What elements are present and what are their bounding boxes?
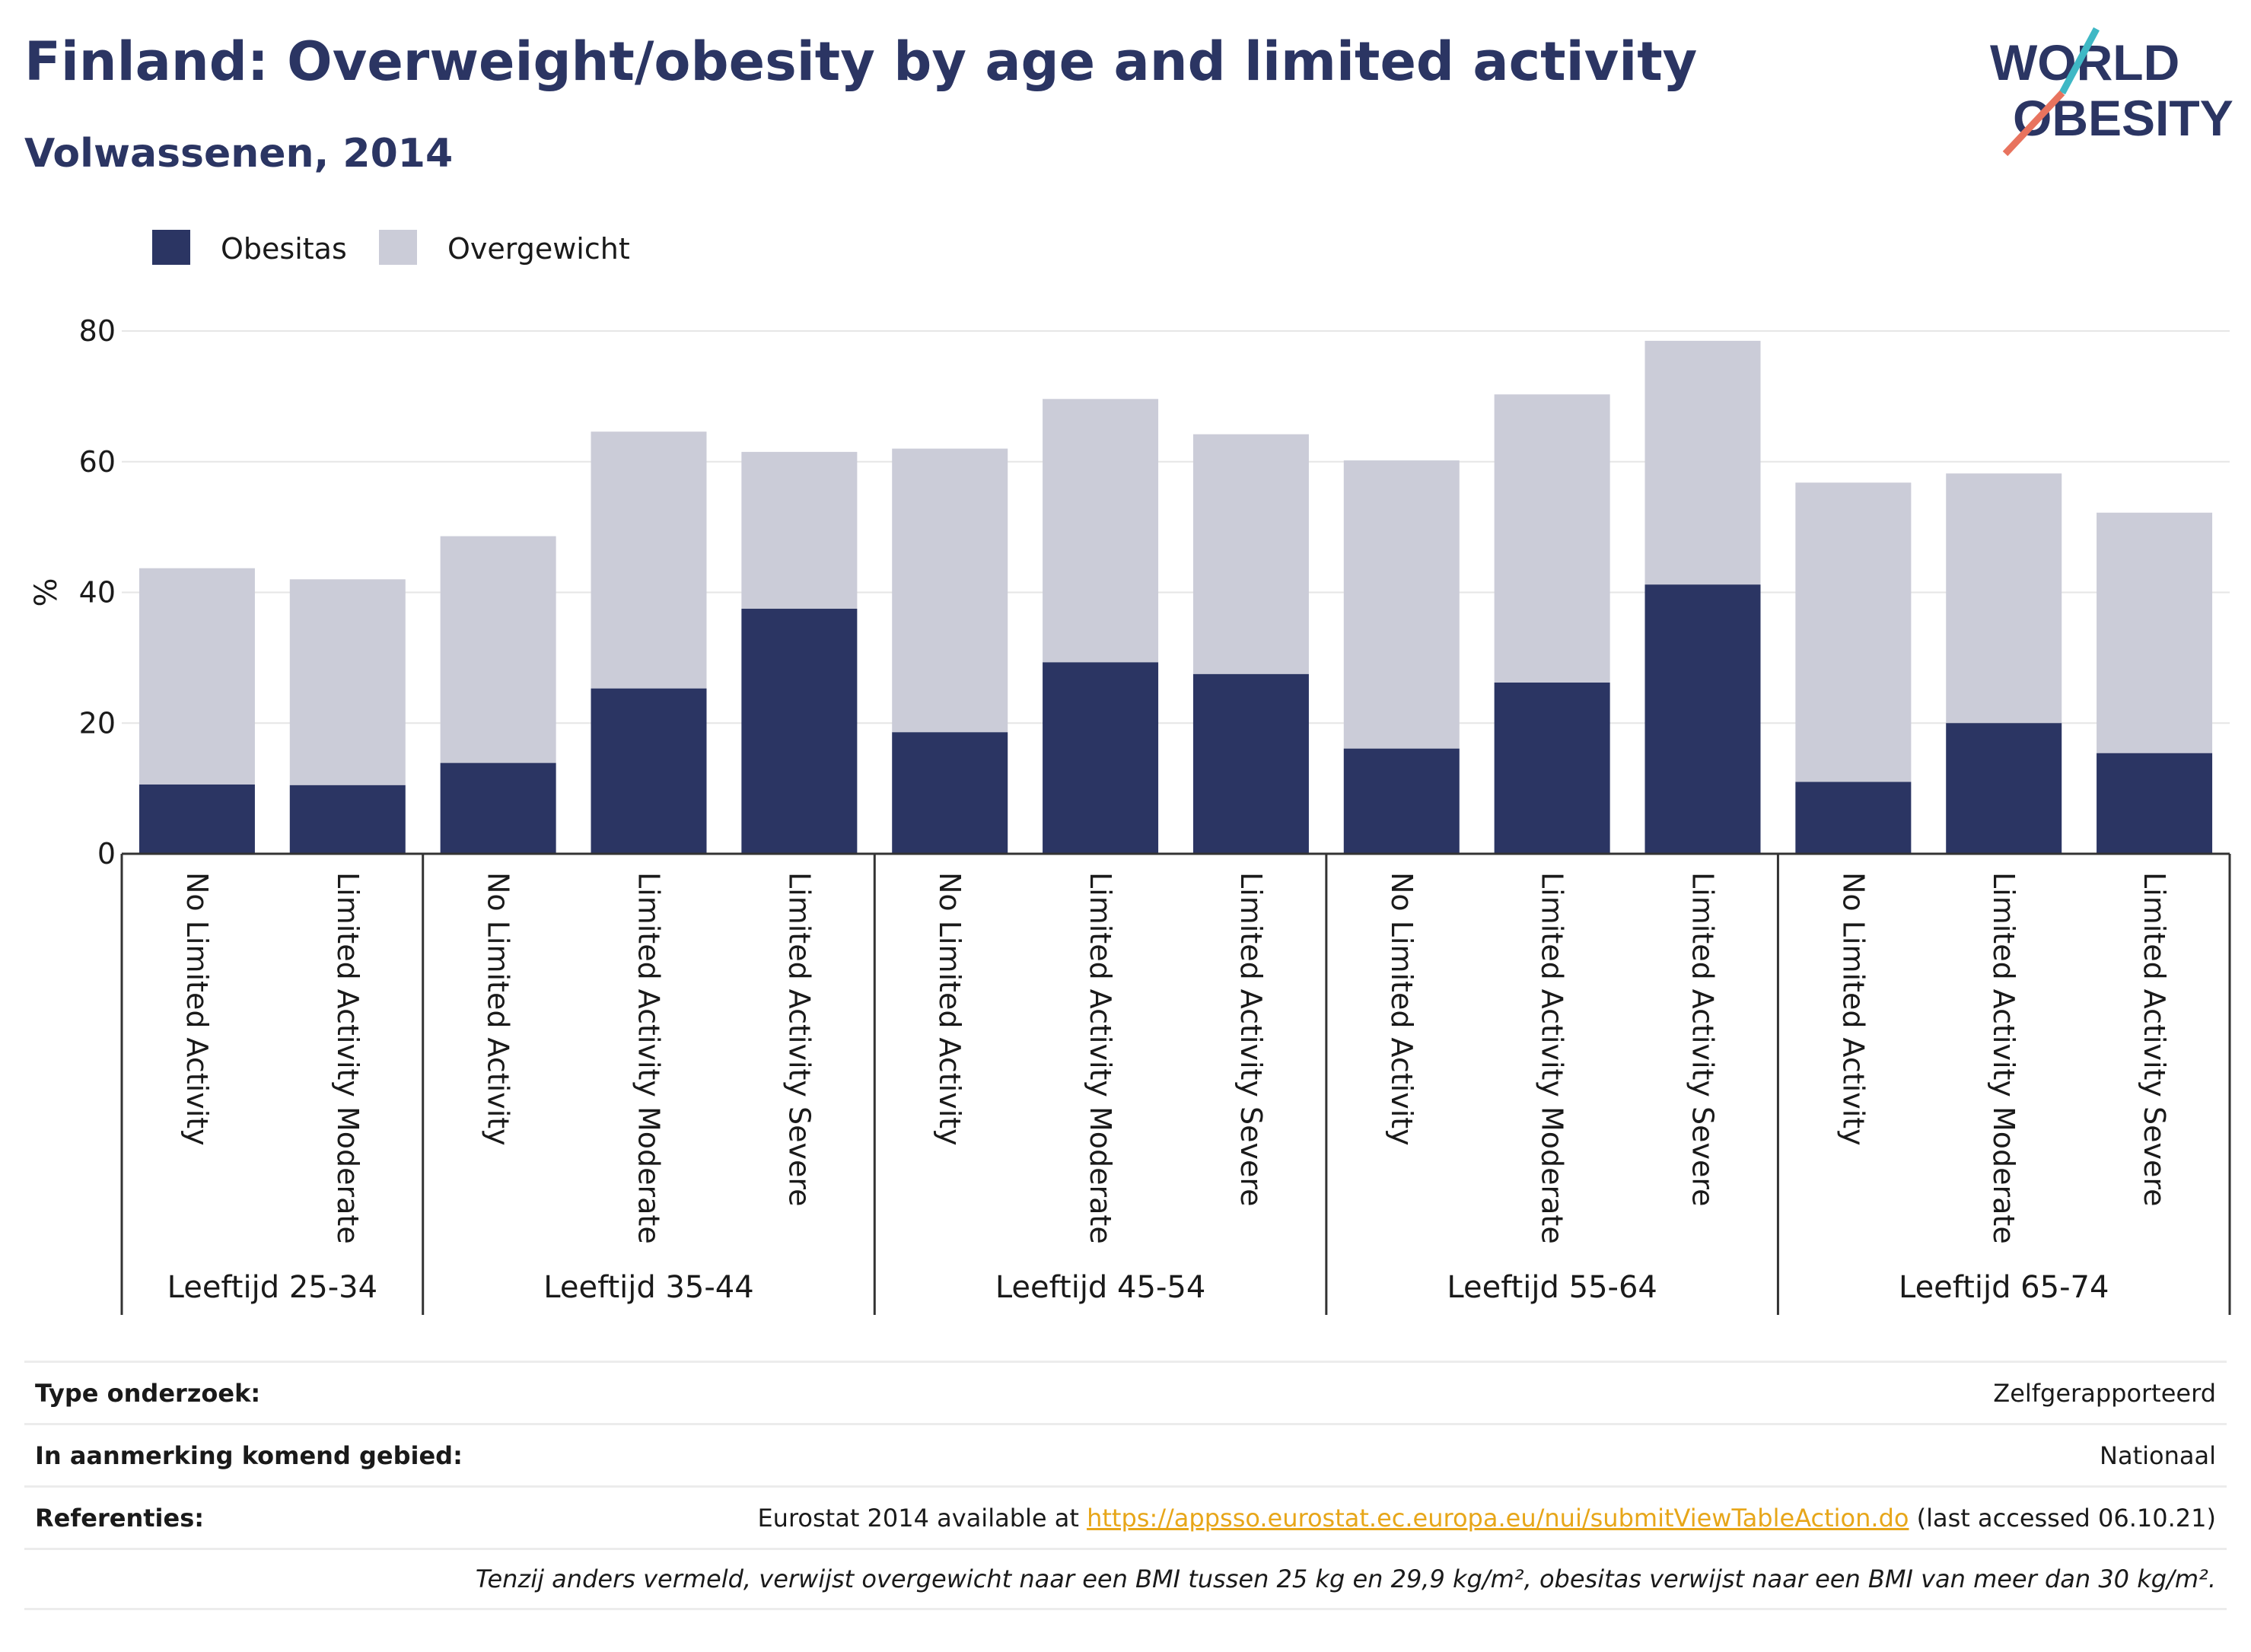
- bar-obesitas: [1343, 748, 1460, 854]
- definition-note: Tenzij anders vermeld, verwijst overgewi…: [475, 1564, 2216, 1593]
- x-group-label: Leeftijd 45-54: [995, 1270, 1205, 1305]
- x-category-label: Limited Activity Severe: [782, 872, 816, 1207]
- y-tick-label: 80: [79, 314, 116, 348]
- survey-type-label: Type onderzoek:: [35, 1378, 261, 1408]
- x-category-label: No Limited Activity: [1385, 872, 1418, 1146]
- x-category-label: No Limited Activity: [1836, 872, 1870, 1146]
- x-group-label: Leeftijd 55-64: [1447, 1270, 1657, 1305]
- info-table: Type onderzoek: Zelfgerapporteerd In aan…: [24, 1361, 2227, 1610]
- logo-text-world: WORLD: [1990, 34, 2179, 91]
- bar-overgewicht: [1494, 394, 1610, 683]
- bar-overgewicht: [1192, 434, 1309, 674]
- bar-overgewicht: [1795, 482, 1912, 782]
- references-label: Referenties:: [35, 1503, 205, 1533]
- logo-text-obesity: OBESITY: [2013, 90, 2233, 146]
- bar-overgewicht: [1343, 460, 1460, 749]
- bar-obesitas: [289, 785, 406, 854]
- x-category-label: No Limited Activity: [482, 872, 515, 1146]
- references-value: Eurostat 2014 available at https://appss…: [757, 1504, 2216, 1533]
- stacked-bar-chart: Obesitas Overgewicht 0 20 40 60 80% No Limited …: [29, 230, 2231, 1315]
- survey-type-value: Zelfgerapporteerd: [1993, 1378, 2216, 1408]
- x-group-label: Leeftijd 25-34: [167, 1270, 377, 1305]
- bar-obesitas: [1644, 584, 1761, 854]
- bar-obesitas: [892, 732, 1008, 854]
- x-group-label: Leeftijd 65-74: [1899, 1270, 2109, 1305]
- bar-overgewicht: [138, 568, 255, 785]
- logo-slash-teal: [2059, 27, 2100, 95]
- x-category-label: Limited Activity Moderate: [1987, 872, 2020, 1244]
- bar-overgewicht: [2097, 512, 2213, 753]
- legend-label-overgewicht: Overgewicht: [447, 232, 630, 266]
- logo-slash-coral: [2002, 90, 2065, 157]
- info-row-note: Tenzij anders vermeld, verwijst overgewi…: [24, 1548, 2227, 1610]
- bar-obesitas: [138, 784, 255, 854]
- references-link[interactable]: https://appsso.eurostat.ec.europa.eu/nui…: [1087, 1503, 1909, 1533]
- bar-obesitas: [591, 688, 707, 854]
- info-row-area: In aanmerking komend gebied: Nationaal: [24, 1423, 2227, 1485]
- x-group-label: Leeftijd 35-44: [543, 1270, 753, 1305]
- info-row-survey-type: Type onderzoek: Zelfgerapporteerd: [24, 1361, 2227, 1423]
- info-row-references: Referenties: Eurostat 2014 available at …: [24, 1485, 2227, 1548]
- legend-label-obesitas: Obesitas: [221, 232, 347, 266]
- x-category-label: Limited Activity Moderate: [1536, 872, 1569, 1244]
- y-tick-label: 0: [97, 837, 116, 871]
- references-prefix: Eurostat 2014 available at: [757, 1503, 1087, 1533]
- y-tick-label: 60: [79, 445, 116, 479]
- x-category-label: No Limited Activity: [180, 872, 214, 1146]
- bar-obesitas: [2097, 753, 2213, 854]
- x-category-label: Limited Activity Severe: [1234, 872, 1268, 1207]
- x-category-label: No Limited Activity: [933, 872, 966, 1146]
- bar-overgewicht: [892, 448, 1008, 733]
- x-category-label: Limited Activity Moderate: [632, 872, 666, 1244]
- bar-obesitas: [1946, 723, 2062, 854]
- x-category-label: Limited Activity Severe: [1686, 872, 1720, 1207]
- x-category-label: Limited Activity Moderate: [331, 872, 365, 1244]
- legend-swatch-obesitas: [152, 230, 190, 265]
- references-suffix: (last accessed 06.10.21): [1909, 1503, 2216, 1533]
- bar-overgewicht: [591, 431, 707, 689]
- bar-obesitas: [1192, 673, 1309, 854]
- area-label: In aanmerking komend gebied:: [35, 1440, 463, 1470]
- bar-obesitas: [1494, 683, 1610, 854]
- bar-overgewicht: [1043, 399, 1159, 663]
- bar-obesitas: [1043, 662, 1159, 854]
- y-tick-label: 20: [79, 706, 116, 740]
- bar-obesitas: [440, 762, 556, 854]
- legend-swatch-overgewicht: [379, 230, 417, 265]
- y-tick-label: 40: [79, 576, 116, 610]
- chart-subtitle: Volwassenen, 2014: [24, 131, 454, 177]
- x-category-label: Limited Activity Severe: [2138, 872, 2171, 1207]
- bar-obesitas: [741, 608, 858, 854]
- chart-title: Finland: Overweight/obesity by age and l…: [24, 30, 1698, 93]
- bar-overgewicht: [1644, 340, 1761, 585]
- bar-obesitas: [1795, 781, 1912, 854]
- area-value: Nationaal: [2100, 1440, 2216, 1470]
- bar-overgewicht: [1946, 473, 2062, 724]
- bar-overgewicht: [289, 579, 406, 785]
- bar-overgewicht: [741, 451, 858, 609]
- y-axis-label: %: [29, 578, 64, 606]
- world-obesity-logo: WORLD OBESITY: [1990, 27, 2233, 157]
- x-category-label: Limited Activity Moderate: [1084, 872, 1117, 1244]
- bar-overgewicht: [440, 536, 556, 763]
